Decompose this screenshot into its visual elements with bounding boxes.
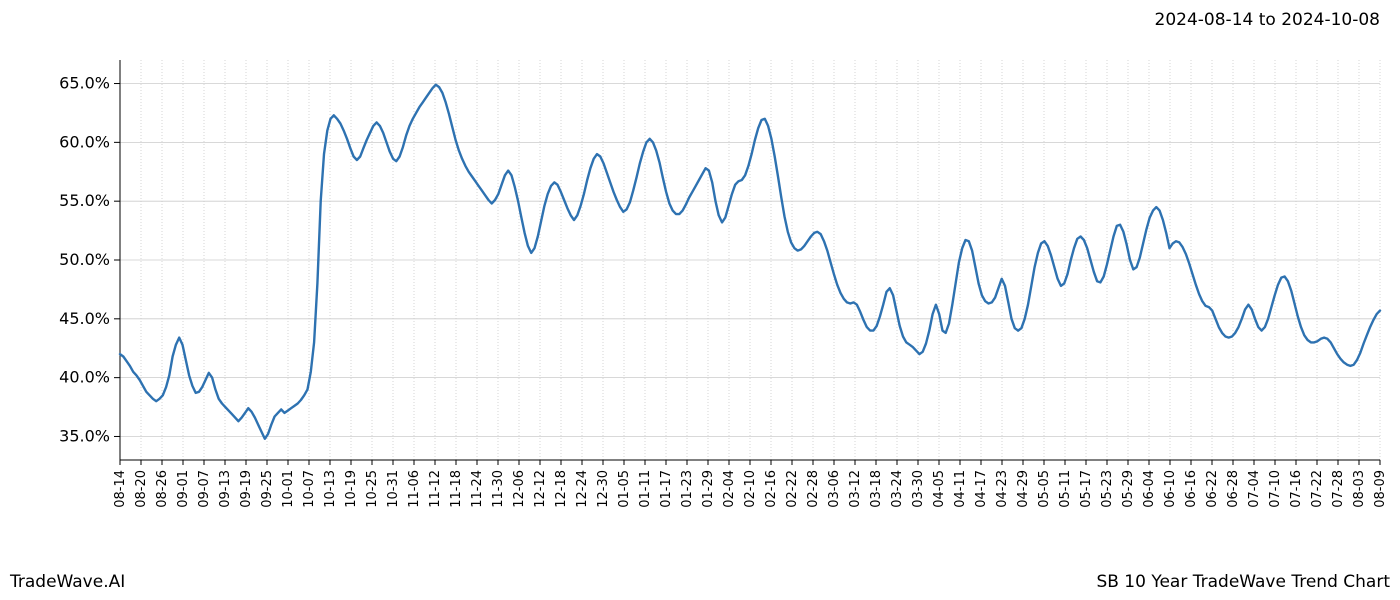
svg-text:07-22: 07-22: [1310, 470, 1325, 508]
svg-text:11-18: 11-18: [449, 470, 464, 508]
svg-text:11-24: 11-24: [470, 470, 485, 508]
svg-text:10-07: 10-07: [302, 470, 317, 508]
svg-text:05-17: 05-17: [1079, 470, 1094, 508]
svg-text:03-18: 03-18: [869, 470, 884, 508]
svg-text:07-04: 07-04: [1247, 470, 1262, 508]
svg-text:06-16: 06-16: [1184, 470, 1199, 508]
svg-text:04-11: 04-11: [953, 470, 968, 508]
svg-text:04-05: 04-05: [932, 470, 947, 508]
svg-text:04-17: 04-17: [974, 470, 989, 508]
svg-text:45.0%: 45.0%: [59, 309, 110, 328]
svg-text:02-16: 02-16: [764, 470, 779, 508]
svg-text:07-16: 07-16: [1289, 470, 1304, 508]
svg-text:10-19: 10-19: [344, 470, 359, 508]
svg-text:06-22: 06-22: [1205, 470, 1220, 508]
svg-text:05-05: 05-05: [1037, 470, 1052, 508]
svg-text:12-30: 12-30: [596, 470, 611, 508]
svg-text:09-13: 09-13: [218, 470, 233, 508]
svg-text:06-28: 06-28: [1226, 470, 1241, 508]
svg-text:01-11: 01-11: [638, 470, 653, 508]
svg-text:01-23: 01-23: [680, 470, 695, 508]
svg-text:08-20: 08-20: [134, 470, 149, 508]
svg-text:08-09: 08-09: [1373, 470, 1388, 508]
svg-text:08-03: 08-03: [1352, 470, 1367, 508]
svg-text:02-28: 02-28: [806, 470, 821, 508]
svg-text:09-25: 09-25: [260, 470, 275, 508]
svg-text:35.0%: 35.0%: [59, 426, 110, 445]
svg-text:01-29: 01-29: [701, 470, 716, 508]
svg-text:09-07: 09-07: [197, 470, 212, 508]
svg-text:40.0%: 40.0%: [59, 368, 110, 387]
trend-chart: 35.0% 40.0% 45.0% 50.0% 55.0% 60.0% 65.0% 08-14…: [0, 40, 1400, 550]
svg-text:12-06: 12-06: [512, 470, 527, 508]
svg-text:04-23: 04-23: [995, 470, 1010, 508]
svg-text:65.0%: 65.0%: [59, 74, 110, 93]
svg-text:12-18: 12-18: [554, 470, 569, 508]
svg-text:02-04: 02-04: [722, 470, 737, 508]
svg-text:07-28: 07-28: [1331, 470, 1346, 508]
brand-label: TradeWave.AI: [10, 572, 125, 592]
svg-text:10-13: 10-13: [323, 470, 338, 508]
svg-text:05-29: 05-29: [1121, 470, 1136, 508]
svg-text:08-14: 08-14: [113, 470, 128, 508]
svg-text:50.0%: 50.0%: [59, 250, 110, 269]
svg-text:12-12: 12-12: [533, 470, 548, 508]
svg-text:03-30: 03-30: [911, 470, 926, 508]
svg-text:04-29: 04-29: [1016, 470, 1031, 508]
svg-text:11-30: 11-30: [491, 470, 506, 508]
svg-text:11-12: 11-12: [428, 470, 443, 508]
svg-text:60.0%: 60.0%: [59, 132, 110, 151]
svg-text:07-10: 07-10: [1268, 470, 1283, 508]
svg-text:03-06: 03-06: [827, 470, 842, 508]
svg-text:03-24: 03-24: [890, 470, 905, 508]
svg-text:02-22: 02-22: [785, 470, 800, 508]
svg-text:03-12: 03-12: [848, 470, 863, 508]
svg-text:06-04: 06-04: [1142, 470, 1157, 508]
svg-text:10-25: 10-25: [365, 470, 380, 508]
svg-text:05-11: 05-11: [1058, 470, 1073, 508]
svg-text:12-24: 12-24: [575, 470, 590, 508]
svg-text:01-17: 01-17: [659, 470, 674, 508]
date-range-label: 2024-08-14 to 2024-10-08: [1155, 10, 1380, 30]
chart-title-label: SB 10 Year TradeWave Trend Chart: [1096, 572, 1390, 592]
svg-text:09-01: 09-01: [176, 470, 191, 508]
svg-text:06-10: 06-10: [1163, 470, 1178, 508]
svg-text:11-06: 11-06: [407, 470, 422, 508]
svg-text:55.0%: 55.0%: [59, 191, 110, 210]
svg-text:10-01: 10-01: [281, 470, 296, 508]
svg-text:05-23: 05-23: [1100, 470, 1115, 508]
svg-text:08-26: 08-26: [155, 470, 170, 508]
svg-text:09-19: 09-19: [239, 470, 254, 508]
svg-text:02-10: 02-10: [743, 470, 758, 508]
svg-text:10-31: 10-31: [386, 470, 401, 508]
svg-text:01-05: 01-05: [617, 470, 632, 508]
